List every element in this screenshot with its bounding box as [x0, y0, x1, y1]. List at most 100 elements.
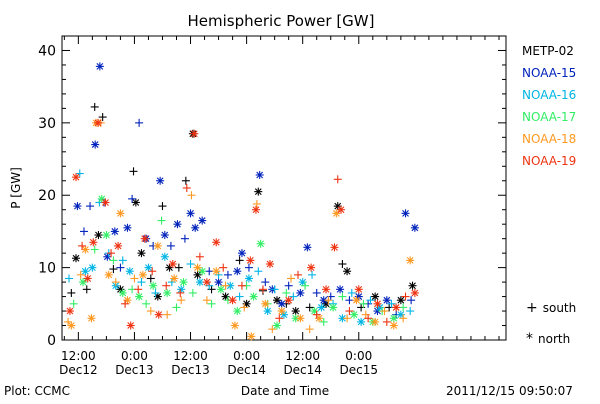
star-stroke-d2	[66, 307, 74, 315]
x-axis-title: Date and Time	[241, 384, 329, 398]
star-stroke-d2	[231, 322, 239, 329]
star-stroke-d2	[252, 206, 260, 214]
marker-key-north: * north	[526, 331, 570, 347]
y-tick-label: 20	[38, 188, 56, 204]
point-noaa-17-north	[272, 321, 281, 330]
point-noaa-18-south	[64, 317, 73, 326]
point-noaa-19-south	[121, 299, 130, 308]
star-stroke-d2	[247, 332, 255, 340]
point-noaa-16-north	[125, 267, 134, 276]
point-noaa-16-south	[65, 274, 74, 283]
point-noaa-19-south	[134, 285, 143, 294]
point-noaa-18-south	[163, 310, 172, 319]
star-stroke-d2	[190, 130, 198, 138]
point-noaa-19-north	[251, 205, 260, 214]
star-stroke-d2	[296, 289, 304, 297]
point-noaa-15-north	[233, 267, 242, 276]
x-tick-date-label: Dec13	[171, 363, 210, 377]
asterisk-marker-icon: *	[526, 331, 533, 347]
x-tick-time-label: 12:00	[285, 349, 320, 363]
star-stroke-d2	[103, 253, 111, 261]
star-stroke-d2	[98, 195, 106, 203]
point-noaa-19-north	[154, 310, 163, 319]
x-tick-date-label: Dec14	[283, 363, 322, 377]
star-stroke-d2	[296, 314, 304, 322]
point-noaa-17-south	[90, 245, 99, 254]
star-stroke-d2	[126, 267, 134, 275]
point-noaa-15-north	[277, 299, 286, 308]
point-noaa-16-north	[81, 267, 90, 276]
point-noaa-17-south	[157, 216, 166, 225]
point-metp-02-south	[146, 274, 155, 283]
point-noaa-18-north	[193, 263, 202, 272]
point-noaa-15-north	[255, 170, 264, 179]
point-noaa-18-north	[406, 256, 415, 265]
star-stroke-d2	[374, 300, 381, 308]
point-noaa-19-north	[140, 234, 149, 243]
point-metp-02-north	[371, 292, 380, 301]
point-noaa-15-south	[180, 234, 189, 243]
star-stroke-d2	[141, 235, 149, 243]
point-metp-02-south	[82, 285, 91, 294]
point-noaa-19-north	[265, 260, 274, 268]
point-noaa-18-north	[138, 270, 147, 279]
star-stroke-d2	[154, 293, 162, 300]
point-noaa-16-north	[177, 285, 186, 294]
point-noaa-19-south	[333, 175, 342, 184]
legend-item-noaa-18: NOAA-18	[522, 132, 577, 146]
point-noaa-19-north	[330, 243, 339, 252]
star-stroke-d2	[315, 314, 323, 322]
star-stroke-d2	[88, 264, 96, 272]
point-noaa-18-north	[277, 307, 286, 316]
point-noaa-16-north	[226, 281, 235, 290]
point-noaa-18-north	[371, 317, 380, 326]
star-stroke-d2	[371, 293, 379, 300]
point-noaa-18-south	[202, 296, 211, 305]
point-noaa-15-south	[205, 267, 214, 276]
point-noaa-17-north	[149, 281, 158, 290]
point-noaa-18-south	[305, 325, 314, 334]
star-stroke-d2	[397, 311, 405, 319]
star-stroke-d2	[187, 209, 194, 217]
star-stroke-d2	[371, 318, 379, 326]
marker-key-north-label: north	[538, 332, 571, 346]
point-noaa-18-south	[240, 303, 249, 312]
point-noaa-16-south	[151, 288, 160, 297]
point-noaa-19-north	[212, 238, 221, 247]
star-stroke-d2	[111, 228, 119, 235]
point-noaa-19-north	[65, 307, 74, 316]
plot-timestamp: 2011/12/15 09:50:07	[446, 384, 573, 398]
point-noaa-19-south	[275, 314, 284, 323]
point-noaa-16-south	[270, 285, 279, 294]
point-metp-02-north	[72, 254, 81, 263]
point-noaa-15-south	[86, 202, 95, 211]
x-tick-date-label: Dec14	[227, 363, 266, 377]
star-stroke-d2	[114, 242, 122, 250]
point-noaa-16-south	[75, 169, 84, 178]
star-stroke-d2	[343, 267, 351, 275]
point-noaa-15-north	[382, 296, 391, 305]
point-metp-02-north	[291, 307, 300, 316]
star-stroke-d2	[156, 177, 164, 185]
plot-credit: Plot: CCMC	[4, 384, 70, 398]
point-noaa-18-north	[67, 321, 76, 330]
star-stroke-d2	[250, 293, 258, 300]
point-metp-02-north	[193, 270, 202, 279]
star-stroke-d2	[411, 224, 419, 232]
legend: METP-02 NOAA-15 NOAA-16 NOAA-17 NOAA-18 …	[522, 40, 598, 172]
point-noaa-19-north	[168, 260, 177, 268]
star-stroke-d2	[139, 271, 147, 279]
point-noaa-19-north	[307, 263, 316, 272]
point-noaa-15-north	[214, 278, 223, 287]
star-stroke-d2	[278, 307, 286, 315]
x-tick-time-label: 0:00	[345, 349, 372, 363]
star-stroke-d2	[212, 267, 220, 275]
point-noaa-19-north	[126, 321, 135, 330]
point-noaa-16-south	[254, 267, 263, 276]
point-noaa-17-south	[69, 299, 78, 308]
star-stroke-d2	[117, 209, 124, 217]
x-tick-date-label: Dec13	[115, 363, 154, 377]
point-noaa-17-north	[79, 278, 88, 287]
point-noaa-18-north	[352, 296, 361, 305]
point-metp-02-south	[235, 256, 244, 265]
